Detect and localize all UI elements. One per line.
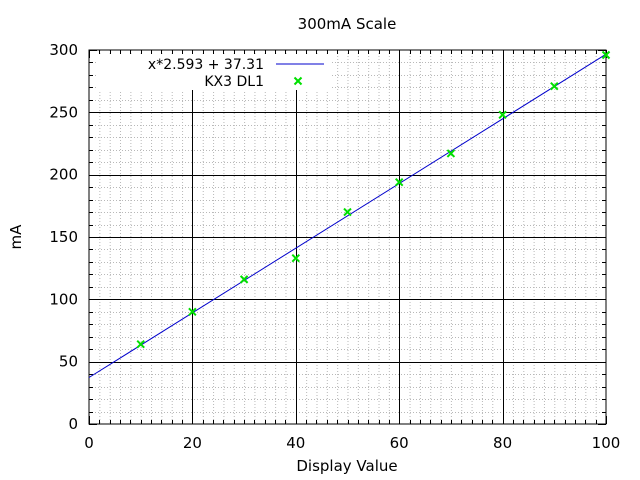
data-point	[601, 50, 611, 60]
legend-label-points: KX3 DL1	[204, 74, 264, 90]
y-tick-label: 200	[49, 166, 78, 184]
major-grid	[89, 50, 606, 424]
x-tick-label: 20	[183, 434, 202, 452]
legend-label-fit: x*2.593 + 37.31	[148, 57, 264, 73]
fit-line-group	[88, 53, 607, 378]
y-tick-label: 250	[49, 103, 78, 121]
x-axis-label: Display Value	[296, 457, 397, 475]
data-point	[394, 177, 404, 187]
x-tick-label: 80	[493, 434, 512, 452]
marker-stroke	[188, 307, 197, 317]
x-tick-label: 40	[286, 434, 305, 452]
marker-stroke	[550, 81, 559, 91]
marker-stroke	[601, 50, 611, 60]
x-tick-labels: 0 20 40 60 80 100	[84, 434, 620, 452]
x-tick-label: 60	[390, 434, 409, 452]
y-axis-label: mA	[7, 224, 25, 250]
data-point	[239, 275, 249, 284]
y-tick-label: 300	[49, 41, 78, 59]
marker-stroke	[136, 340, 145, 349]
fit-line	[88, 53, 607, 378]
tick-marks	[89, 50, 607, 425]
y-tick-label: 150	[49, 228, 78, 246]
data-point	[550, 81, 559, 91]
x-tick-label: 100	[592, 434, 621, 452]
data-point	[446, 149, 456, 158]
y-tick-label: 100	[49, 290, 78, 308]
legend-box	[96, 54, 332, 90]
data-point	[291, 253, 301, 263]
y-tick-labels: 0 50 100 150 200 250 300	[49, 41, 78, 433]
marker-stroke	[394, 177, 404, 187]
marker-stroke	[293, 76, 303, 86]
data-point	[188, 307, 197, 317]
y-tick-label: 50	[59, 353, 78, 371]
x-tick-label: 0	[84, 434, 94, 452]
data-point	[136, 340, 145, 349]
y-tick-label: 0	[68, 415, 78, 433]
data-points	[136, 50, 611, 349]
chart-title: 300mA Scale	[298, 15, 397, 33]
marker-stroke	[498, 110, 507, 120]
plot-frame	[88, 49, 607, 425]
data-point	[343, 207, 352, 217]
marker-stroke	[239, 275, 249, 284]
marker-stroke	[291, 253, 301, 263]
data-point	[498, 110, 507, 120]
marker-stroke	[343, 207, 352, 217]
legend-marker-points	[293, 76, 303, 86]
legend-marker-cross	[293, 76, 303, 86]
marker-stroke	[446, 149, 456, 158]
